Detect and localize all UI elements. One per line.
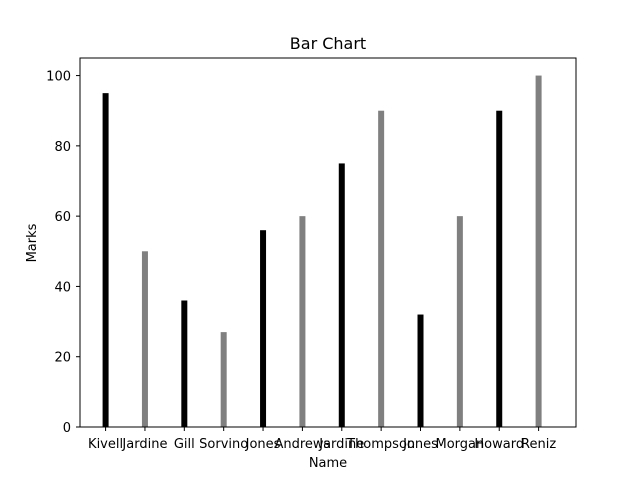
bars-layer: [102, 75, 542, 428]
bar-2: [181, 300, 188, 427]
bar-0: [102, 93, 109, 427]
chart-title: Bar Chart: [290, 34, 366, 53]
bar-1: [141, 251, 148, 427]
x-tick-label-8: Jones: [402, 437, 438, 452]
x-tick-label-3: Sorvino: [199, 437, 248, 452]
x-tick-label-11: Reniz: [521, 437, 556, 452]
x-tick-label-1: Jardine: [121, 437, 167, 452]
bar-9: [456, 216, 463, 427]
x-tick-label-6: Jardine: [318, 437, 364, 452]
x-tick-label-7: Thompson: [346, 437, 415, 452]
bar-5: [299, 216, 306, 427]
x-tick-label-0: Kivell: [88, 437, 123, 452]
bar-6: [338, 163, 345, 427]
y-tick-label-3: 60: [54, 210, 71, 225]
y-tick-label-2: 40: [54, 280, 71, 295]
bar-4: [260, 230, 267, 427]
y-tick-label-0: 0: [63, 421, 71, 436]
x-tick-label-2: Gill: [174, 437, 195, 452]
x-tick-label-4: Jones: [245, 437, 281, 452]
x-tick-label-5: Andrews: [274, 437, 330, 452]
x-tick-label-10: Howard: [474, 437, 524, 452]
bar-3: [220, 332, 227, 427]
bar-10: [496, 110, 503, 428]
plot-area-frame: [79, 57, 577, 428]
x-axis-label: Name: [309, 456, 347, 471]
bar-11: [535, 75, 542, 427]
y-tick-label-5: 100: [46, 70, 71, 85]
y-axis-ticks: 0 20 40 60 80 100: [46, 70, 80, 436]
x-axis-ticks: Kivell Jardine Gill SorvinoJonesAndrewsJard…: [88, 427, 556, 452]
y-tick-label-4: 80: [54, 140, 71, 155]
bar-7: [378, 110, 385, 428]
y-axis-label: Marks: [25, 223, 40, 262]
x-tick-label-9: Morgan: [435, 437, 484, 452]
y-tick-label-1: 20: [54, 351, 71, 366]
bar-8: [417, 314, 424, 427]
